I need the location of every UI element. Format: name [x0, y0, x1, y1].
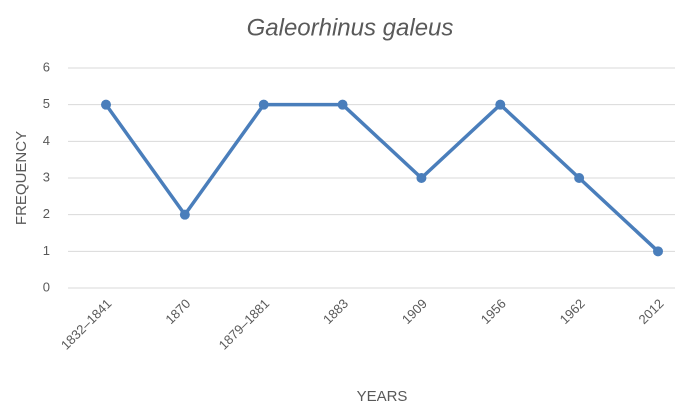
point: [416, 173, 427, 183]
point: [653, 246, 663, 257]
y-tick-label: 6: [43, 59, 50, 74]
series-line: [104, 102, 660, 253]
point: [574, 173, 585, 183]
x-axis-label: YEARS: [357, 388, 408, 405]
chart-title: Galeorhinus galeus: [247, 14, 454, 41]
x-tick-label: 1832–1841: [58, 296, 115, 353]
y-tick-label: 3: [43, 169, 50, 184]
x-tick-label: 1909: [399, 296, 430, 327]
point: [179, 209, 190, 220]
x-tick-label: 1956: [478, 296, 509, 327]
y-tick-label: 4: [43, 133, 50, 148]
y-tick-label: 2: [43, 206, 50, 221]
point: [101, 99, 111, 110]
point: [337, 99, 348, 110]
y-axis-label: FREQUENCY: [13, 131, 30, 225]
y-tick-label: 5: [43, 96, 50, 111]
x-tick-label: 1883: [320, 296, 351, 327]
point: [258, 99, 269, 110]
y-tick-label: 0: [43, 279, 50, 294]
point: [495, 99, 506, 110]
x-tick-label: 1879–1881: [216, 296, 273, 353]
x-tick-label: 2012: [635, 296, 666, 327]
x-tick-label: 1870: [162, 296, 193, 327]
y-tick-label: 1: [43, 243, 50, 258]
x-tick-label: 1962: [557, 296, 588, 327]
